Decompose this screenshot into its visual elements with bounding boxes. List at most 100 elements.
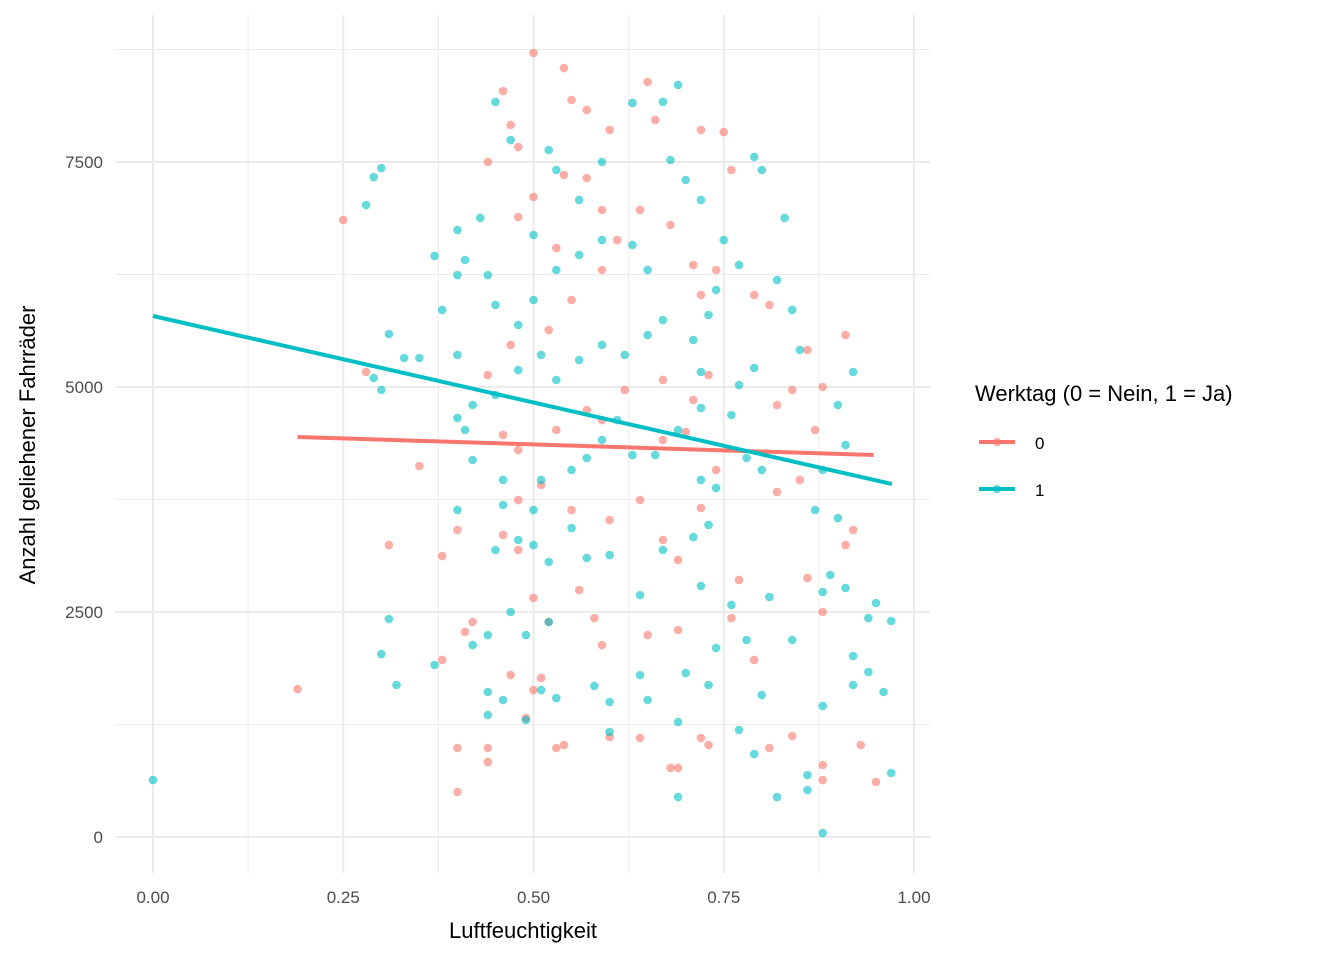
- legend-label: 1: [1035, 481, 1044, 500]
- data-point-werktag-0: [818, 775, 827, 785]
- data-point-werktag-1: [536, 475, 546, 485]
- data-point-werktag-1: [757, 465, 767, 475]
- data-point-werktag-1: [658, 545, 668, 555]
- data-point-werktag-0: [529, 593, 538, 603]
- data-point-werktag-1: [841, 583, 850, 593]
- y-tick-label: 2500: [65, 603, 103, 622]
- data-point-werktag-0: [559, 63, 569, 73]
- data-point-werktag-1: [597, 235, 607, 245]
- data-point-werktag-0: [643, 630, 652, 640]
- data-point-werktag-1: [148, 775, 158, 785]
- data-point-werktag-0: [856, 740, 866, 750]
- data-point-werktag-1: [590, 681, 599, 691]
- data-point-werktag-1: [529, 505, 538, 515]
- data-point-werktag-0: [498, 86, 508, 96]
- data-point-werktag-1: [696, 581, 706, 591]
- data-point-werktag-0: [536, 673, 546, 683]
- data-point-werktag-1: [734, 380, 744, 390]
- data-point-werktag-1: [453, 270, 462, 280]
- data-point-werktag-1: [574, 355, 584, 365]
- data-point-werktag-0: [437, 655, 447, 665]
- data-point-werktag-0: [658, 535, 668, 545]
- data-point-werktag-0: [544, 325, 554, 335]
- data-point-werktag-1: [392, 680, 401, 690]
- data-point-werktag-1: [620, 350, 630, 360]
- data-point-werktag-1: [506, 607, 515, 617]
- data-point-werktag-1: [628, 240, 637, 250]
- data-point-werktag-0: [696, 503, 706, 513]
- data-point-werktag-1: [377, 163, 386, 173]
- data-point-werktag-0: [666, 763, 675, 773]
- data-point-werktag-0: [483, 743, 493, 753]
- data-point-werktag-1: [643, 265, 652, 275]
- data-point-werktag-1: [871, 598, 881, 608]
- data-point-werktag-0: [498, 430, 508, 440]
- data-point-werktag-1: [582, 553, 592, 563]
- data-point-werktag-1: [780, 213, 789, 223]
- data-point-werktag-1: [864, 667, 873, 677]
- data-point-werktag-1: [628, 450, 637, 460]
- data-point-werktag-0: [871, 777, 881, 787]
- data-point-werktag-0: [727, 613, 736, 623]
- data-point-werktag-0: [582, 173, 592, 183]
- data-point-werktag-0: [666, 220, 675, 230]
- y-tick-label: 0: [94, 828, 103, 847]
- y-tick-label: 7500: [65, 153, 103, 172]
- data-point-werktag-1: [483, 687, 493, 697]
- data-point-werktag-1: [574, 195, 584, 205]
- data-point-werktag-1: [430, 251, 439, 261]
- data-point-werktag-0: [605, 515, 614, 525]
- data-point-werktag-1: [529, 230, 538, 240]
- data-point-werktag-1: [498, 500, 508, 510]
- data-point-werktag-1: [711, 643, 721, 653]
- data-point-werktag-1: [696, 195, 706, 205]
- data-point-werktag-1: [377, 649, 386, 659]
- data-point-werktag-1: [521, 715, 531, 725]
- data-point-werktag-0: [597, 640, 607, 650]
- data-point-werktag-1: [384, 329, 394, 339]
- data-point-werktag-0: [765, 300, 774, 310]
- data-point-werktag-0: [468, 617, 477, 627]
- data-point-werktag-1: [734, 725, 744, 735]
- data-point-werktag-0: [810, 425, 820, 435]
- data-point-werktag-1: [681, 175, 690, 185]
- data-point-werktag-1: [460, 255, 470, 265]
- data-point-werktag-1: [491, 300, 500, 310]
- data-point-werktag-1: [742, 635, 751, 645]
- data-point-werktag-1: [696, 367, 706, 377]
- data-point-werktag-0: [483, 370, 493, 380]
- data-point-werktag-0: [590, 613, 599, 623]
- data-point-werktag-0: [567, 295, 576, 305]
- data-point-werktag-1: [536, 685, 546, 695]
- data-point-werktag-0: [818, 382, 827, 392]
- data-point-werktag-1: [529, 540, 538, 550]
- data-point-werktag-0: [787, 731, 797, 741]
- data-point-werktag-1: [544, 617, 554, 627]
- data-point-werktag-0: [848, 525, 858, 535]
- data-point-werktag-0: [506, 340, 515, 350]
- data-point-werktag-1: [468, 400, 477, 410]
- data-point-werktag-1: [513, 535, 523, 545]
- legend-key-point: [992, 484, 1002, 494]
- data-point-werktag-0: [513, 495, 523, 505]
- data-point-werktag-1: [818, 701, 827, 711]
- data-point-werktag-1: [552, 375, 561, 385]
- data-point-werktag-1: [848, 367, 858, 377]
- data-point-werktag-1: [803, 785, 812, 795]
- trend-line-werktag-0: [297, 435, 874, 458]
- data-point-werktag-1: [848, 680, 858, 690]
- data-point-werktag-0: [559, 740, 569, 750]
- data-point-werktag-1: [384, 614, 394, 624]
- data-point-werktag-1: [689, 532, 698, 542]
- data-point-werktag-0: [453, 525, 462, 535]
- data-point-werktag-1: [437, 305, 447, 315]
- y-axis-ticks: 0 2500 5000 7500: [65, 153, 103, 847]
- data-point-werktag-1: [567, 465, 576, 475]
- data-point-werktag-1: [711, 285, 721, 295]
- data-point-werktag-1: [650, 450, 660, 460]
- data-point-werktag-1: [552, 693, 561, 703]
- data-point-werktag-0: [513, 212, 523, 222]
- data-point-werktag-1: [521, 630, 531, 640]
- data-point-werktag-0: [696, 733, 706, 743]
- data-point-werktag-1: [605, 550, 614, 560]
